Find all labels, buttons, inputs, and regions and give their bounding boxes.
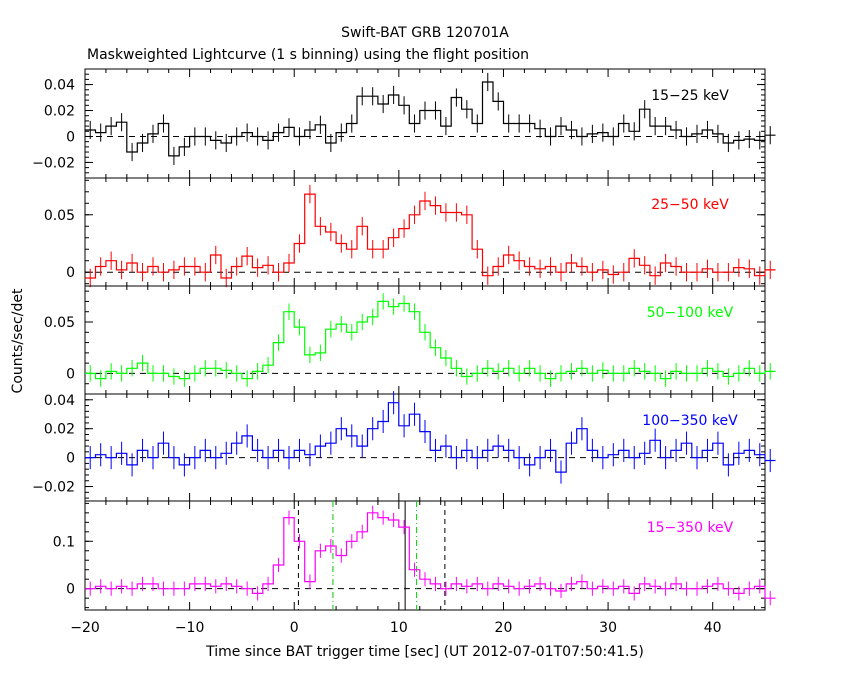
y-tick-label: 0.02 (44, 104, 75, 120)
x-tick-label: 30 (599, 620, 617, 636)
y-tick-label: 0 (66, 451, 75, 467)
band-label: 25−50 keV (651, 197, 729, 213)
y-tick-label: 0 (66, 582, 75, 598)
panel-50-100-kev: 0 0.05 50−100 keV (44, 285, 776, 395)
lightcurve-step (85, 193, 776, 279)
y-tick-label: 0.02 (44, 422, 75, 438)
x-tick-label: −20 (70, 620, 100, 636)
y-tick-label: 0.04 (44, 393, 75, 409)
y-tick-label: 0.05 (44, 315, 75, 331)
chart-subtitle: Maskweighted Lightcurve (1 s binning) us… (87, 47, 529, 63)
x-tick-label: 0 (290, 620, 299, 636)
panel-frame (84, 500, 766, 611)
y-tick-label: 0.05 (44, 208, 75, 224)
panel-frame (84, 393, 766, 502)
y-tick-label: 0 (66, 129, 75, 145)
x-axis-label: Time since BAT trigger time [sec] (UT 20… (205, 644, 644, 660)
panel-frame (84, 68, 766, 179)
panel-15-350-kev: 0 0.1 15−350 keV (53, 500, 776, 611)
band-label: 50−100 keV (647, 305, 734, 321)
band-label: 15−25 keV (651, 88, 729, 104)
y-tick-label: −0.02 (32, 480, 75, 496)
y-tick-label: −0.02 (32, 155, 75, 171)
y-tick-label: 0.1 (53, 534, 75, 550)
band-label: 100−350 keV (642, 413, 738, 429)
y-tick-label: 0 (66, 366, 75, 382)
panel-15-25-kev: −0.02 0 0.02 0.04 15−25 keV (32, 68, 776, 179)
band-label: 15−350 keV (647, 520, 734, 536)
y-tick-label: 0.04 (44, 78, 75, 94)
panel-25-50-kev: 0 0.05 25−50 keV (44, 177, 776, 288)
x-tick-label: 10 (390, 620, 408, 636)
lightcurve-step (85, 402, 776, 473)
lightcurve-step (85, 300, 776, 380)
lightcurve-step (85, 512, 776, 599)
y-axis-label: Counts/sec/det (10, 288, 26, 393)
chart-title: Swift-BAT GRB 120701A (341, 25, 509, 41)
panels-group: −0.02 0 0.02 0.04 15−25 keV 0 0.05 25−50 keV 0 0.… (32, 68, 776, 636)
panel-100-350-kev: −0.02 0 0.02 0.04 100−350 keV (32, 391, 776, 502)
y-tick-label: 0 (66, 265, 75, 281)
x-tick-label: 40 (704, 620, 722, 636)
x-tick-label: 20 (495, 620, 513, 636)
x-tick-label: −10 (175, 620, 205, 636)
